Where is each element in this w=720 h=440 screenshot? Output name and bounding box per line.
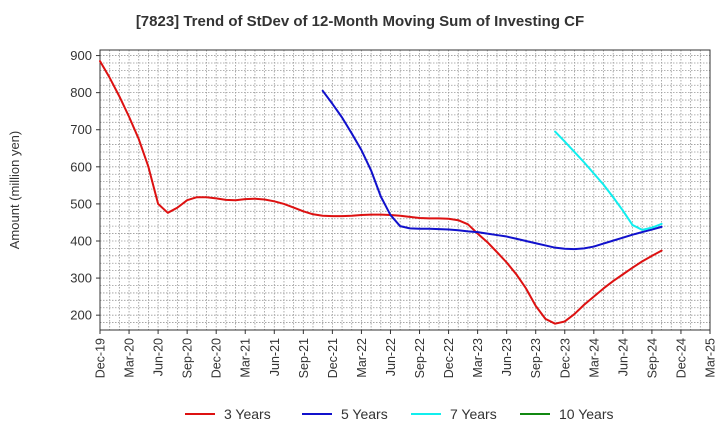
x-tick-label: Dec-21 [326,338,340,378]
x-tick-label: Mar-24 [587,338,601,378]
y-tick-label: 600 [70,159,92,174]
x-tick-label: Jun-21 [268,338,282,376]
chart-title: [7823] Trend of StDev of 12-Month Moving… [135,13,585,30]
y-tick-label: 400 [70,233,92,248]
y-tick-label: 300 [70,271,92,286]
series-lines [99,60,663,325]
x-tick-label: Jun-20 [152,338,166,376]
x-tick-label: Jun-22 [384,338,398,376]
legend-label: 5 Years [341,406,388,422]
series-line [321,89,663,251]
x-tick-label: Dec-19 [94,338,108,378]
y-tick-label: 700 [70,122,92,137]
x-tick-label: Mar-22 [355,338,369,378]
x-tick-label: Sep-21 [297,338,311,378]
y-tick-label: 500 [70,196,92,211]
x-tick-label: Sep-22 [413,338,427,378]
x-tick-label: Dec-24 [674,338,688,378]
x-tick-label: Jun-24 [616,338,630,376]
x-tick-label: Mar-23 [471,338,485,378]
y-tick-label: 200 [70,308,92,323]
x-tick-label: Mar-21 [239,338,253,378]
legend-label: 7 Years [450,406,497,422]
legend: 3 Years 5 Years 7 Years 10 Years [185,406,614,422]
y-tick-label: 900 [70,48,92,63]
x-tick-label: Jun-23 [500,338,514,376]
legend-label: 10 Years [559,406,614,422]
x-tick-label: Dec-23 [558,338,572,378]
x-tick-label: Dec-22 [442,338,456,378]
x-tick-label: Mar-25 [704,338,718,378]
y-axis-ticks: 200 300 400 500 600 700 800 900 [70,48,100,323]
plot-area [99,49,711,331]
x-tick-label: Mar-20 [123,338,137,378]
x-tick-label: Sep-24 [645,338,659,378]
grid [100,50,710,331]
x-tick-label: Sep-23 [529,338,543,378]
y-axis-label: Amount (million yen) [7,131,22,250]
legend-label: 3 Years [224,406,271,422]
x-tick-label: Dec-20 [210,338,224,378]
x-tick-label: Sep-20 [181,338,195,378]
x-axis-ticks: Dec-19 Mar-20 Jun-20 Sep-20 Dec-20 Mar-21 Jun-… [94,330,718,378]
y-tick-label: 800 [70,85,92,100]
series-line [99,60,663,325]
series-line [554,130,663,231]
